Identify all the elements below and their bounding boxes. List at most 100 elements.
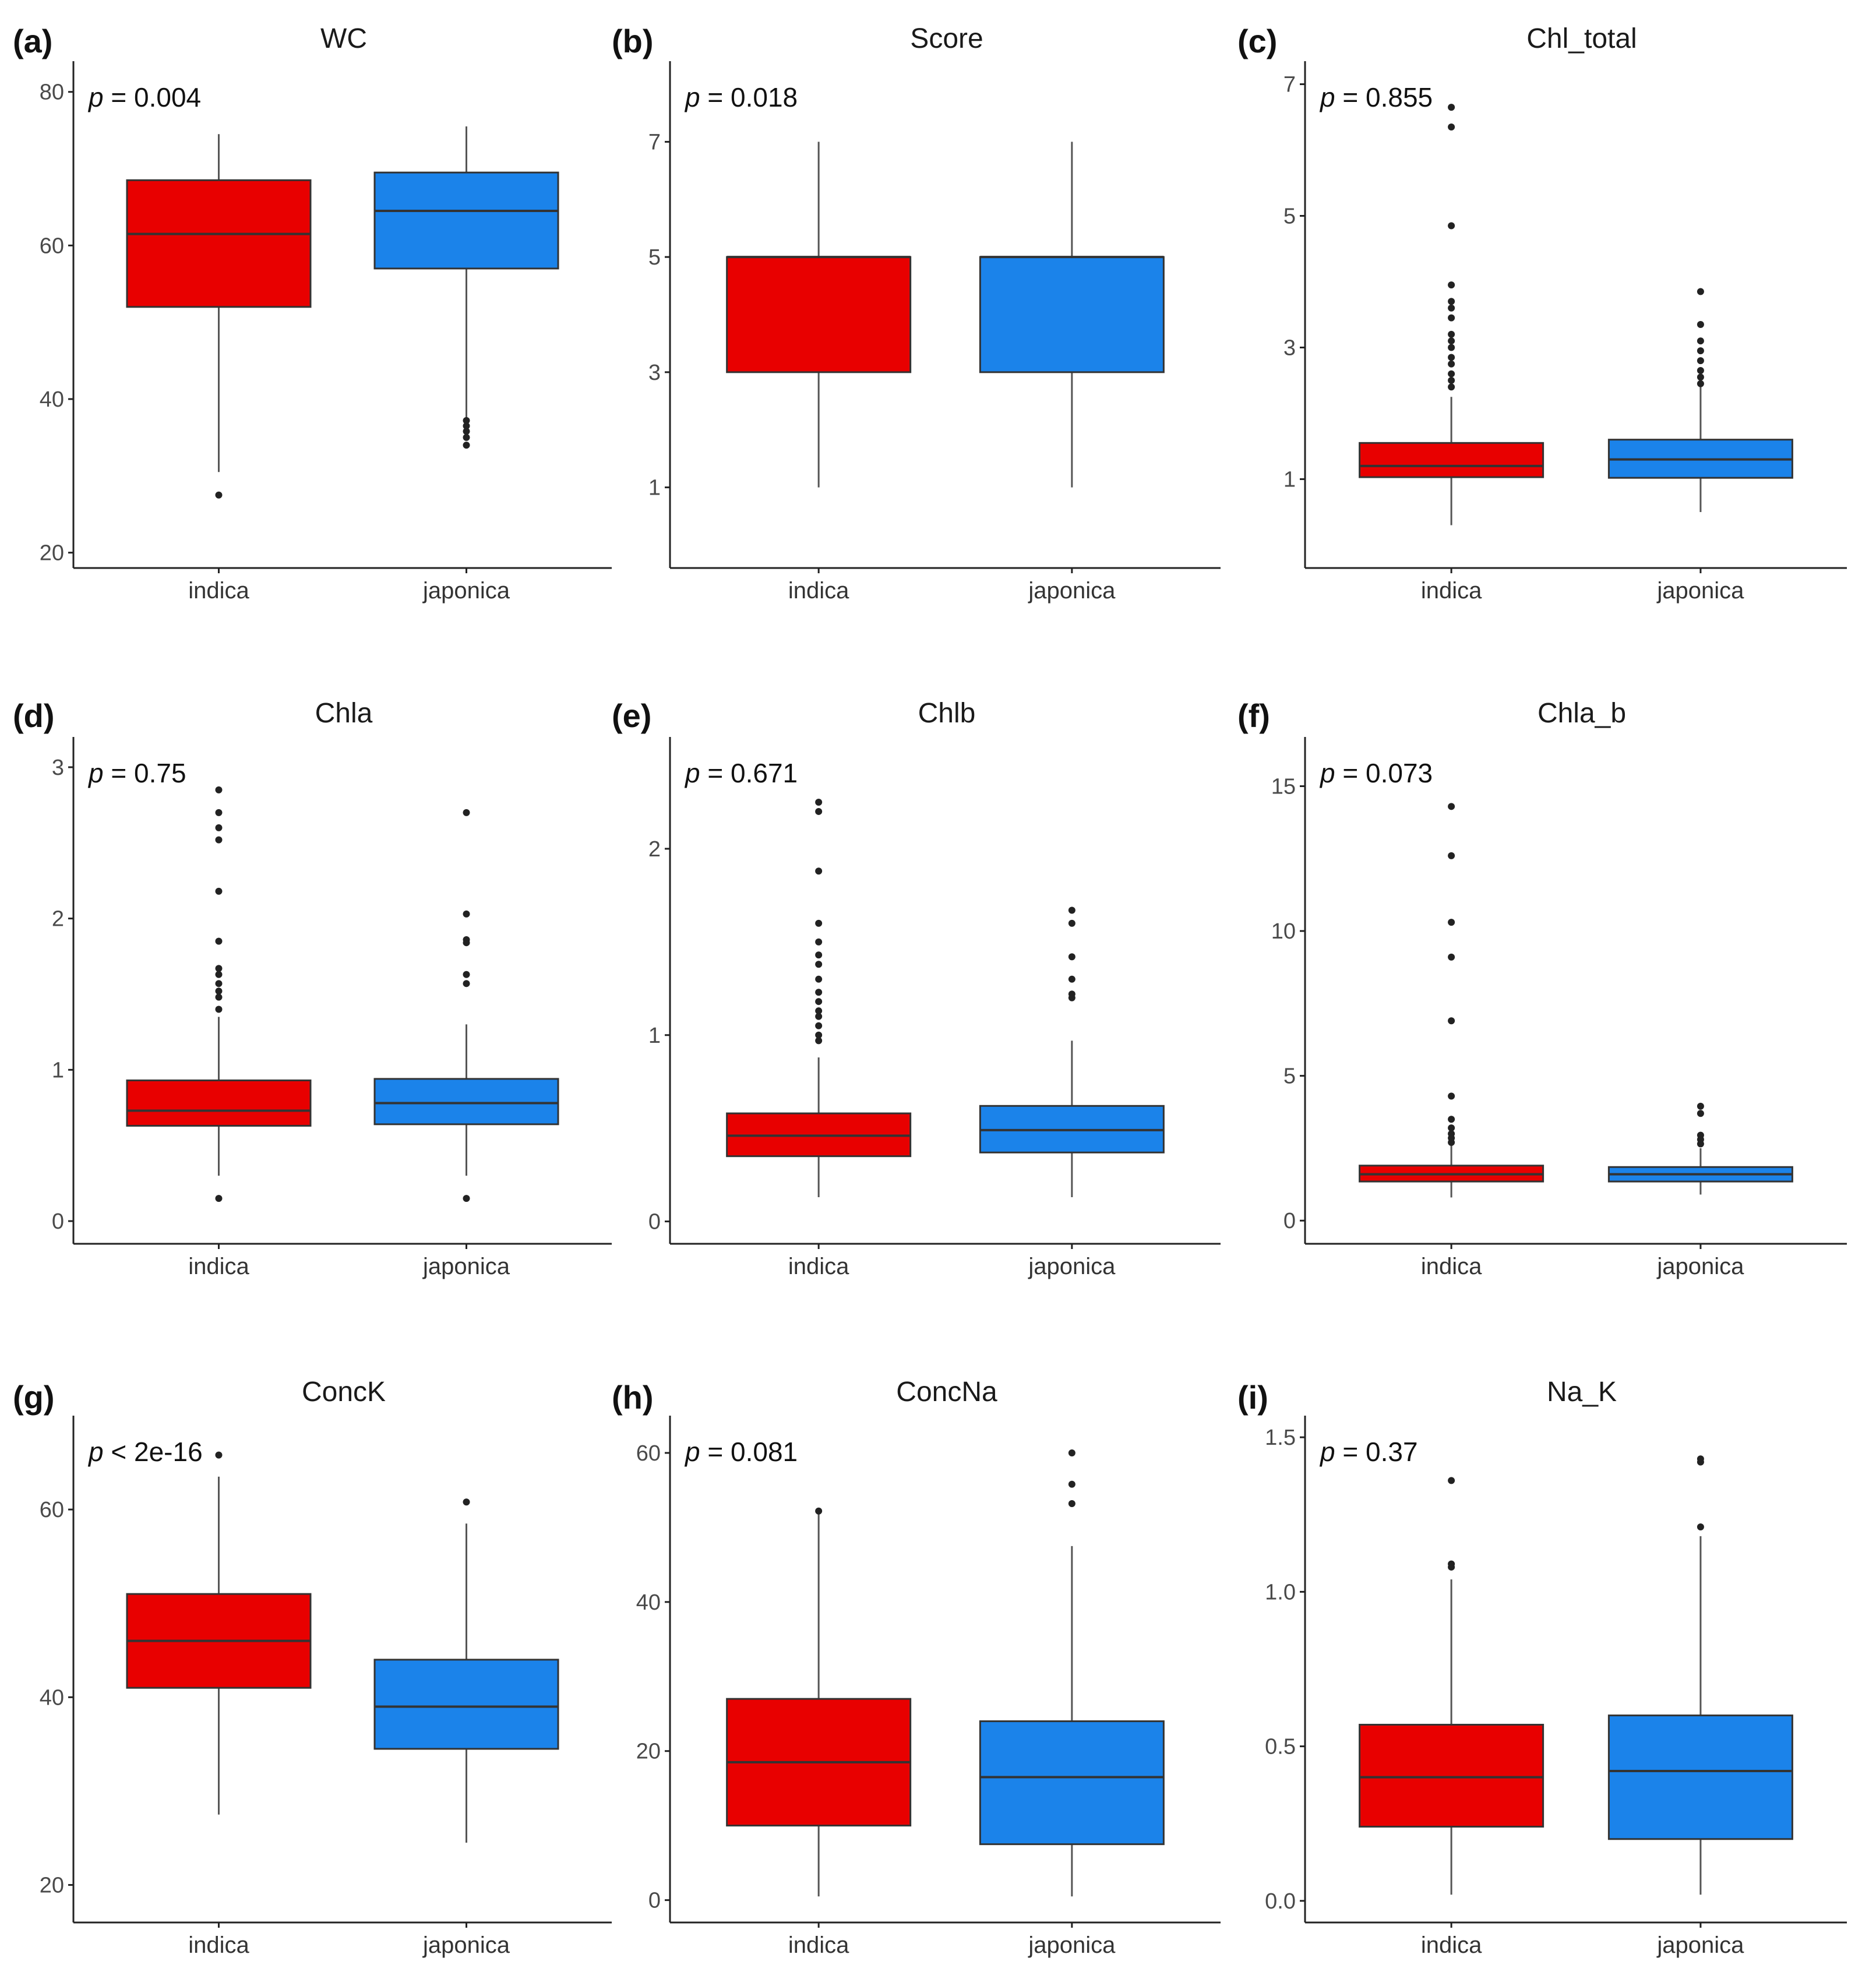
panel-concna: (h) ConcNa p = 0.081 0 20 40 60 indica japonica (612, 1377, 1221, 1958)
y-tick-label: 7 (648, 130, 661, 154)
outlier-point (815, 1507, 823, 1515)
p-value-label: p = 0.018 (684, 82, 798, 112)
p-value-label: p = 0.081 (684, 1437, 798, 1467)
box-japonica (373, 1498, 559, 1843)
outlier-point (1448, 1116, 1455, 1123)
y-tick-label: 5 (648, 245, 661, 270)
outlier-point (1448, 360, 1455, 368)
outlier-point (815, 989, 823, 996)
outlier-point (815, 938, 823, 946)
x-tick-label: indica (788, 578, 849, 604)
y-tick-label: 1 (1283, 467, 1296, 492)
x-tick-label: indica (1421, 1254, 1482, 1279)
outlier-point (463, 428, 470, 435)
box-japonica (373, 809, 559, 1202)
outlier-point (1448, 803, 1455, 810)
panel-letter: (f) (1237, 697, 1270, 734)
x-tick-label: japonica (422, 1254, 510, 1279)
x-tick-label: japonica (422, 1932, 510, 1958)
x-tick-label: indica (1421, 578, 1482, 604)
box-japonica (1607, 1455, 1793, 1895)
x-tick-label: indica (788, 1932, 849, 1958)
box-indica (726, 1507, 912, 1897)
panel-title: Chla (315, 698, 373, 729)
y-tick-label: 5 (1283, 204, 1296, 229)
outlier-point (1448, 304, 1455, 312)
box-japonica (979, 906, 1165, 1198)
y-tick-label: 1 (52, 1058, 64, 1082)
panel-letter: (a) (13, 23, 52, 59)
outlier-point (215, 491, 223, 499)
x-tick-label: indica (188, 578, 249, 604)
y-tick-label: 5 (1283, 1064, 1296, 1089)
outlier-point (1448, 1560, 1455, 1568)
x-tick-label: indica (188, 1254, 249, 1279)
box-japonica (1607, 288, 1793, 512)
outlier-point (1697, 320, 1704, 328)
iqr-box (979, 1720, 1165, 1846)
panel-title: Chlb (918, 698, 976, 729)
panel-chla: (d) Chla p = 0.75 0 1 2 3 indica japonica (13, 697, 612, 1279)
outlier-point (1448, 314, 1455, 322)
iqr-box (1359, 442, 1544, 478)
y-tick-label: 7 (1283, 73, 1296, 97)
outlier-point (1697, 1523, 1704, 1530)
p-value-label: p = 0.75 (87, 758, 186, 788)
y-tick-label: 2 (52, 907, 64, 932)
outlier-point (463, 422, 470, 430)
outlier-point (815, 1037, 823, 1045)
outlier-point (215, 987, 223, 995)
outlier-point (1448, 370, 1455, 378)
y-tick-label: 0 (1283, 1209, 1296, 1233)
y-tick-label: 1.0 (1265, 1580, 1296, 1604)
panel-letter: (i) (1237, 1379, 1268, 1416)
outlier-point (815, 998, 823, 1006)
box-indica (1359, 104, 1544, 525)
outlier-point (215, 965, 223, 972)
outlier-point (815, 807, 823, 815)
outlier-point (1448, 1092, 1455, 1100)
p-value-label: p = 0.671 (684, 758, 798, 788)
outlier-point (1448, 852, 1455, 859)
x-tick-label: indica (788, 1254, 849, 1279)
y-tick-label: 0 (52, 1209, 64, 1234)
iqr-box (126, 179, 312, 308)
outlier-point (1697, 347, 1704, 355)
outlier-point (215, 980, 223, 987)
y-tick-label: 0 (648, 1210, 661, 1234)
iqr-box (373, 171, 559, 270)
outlier-point (215, 786, 223, 793)
panel-letter: (b) (612, 23, 654, 59)
outlier-point (1448, 281, 1455, 289)
panel-chla-b: (f) Chla_bp = 0.073 0 5 10 15 indica japonica (1237, 697, 1847, 1279)
x-tick-label: japonica (1656, 578, 1744, 604)
y-tick-label: 3 (52, 756, 64, 780)
outlier-point (463, 442, 470, 449)
x-tick-label: indica (1421, 1932, 1482, 1958)
outlier-point (1068, 1500, 1075, 1507)
outlier-point (463, 936, 470, 943)
y-tick-label: 1 (648, 1024, 661, 1048)
panel-letter: (d) (13, 697, 55, 734)
box-japonica (979, 1449, 1165, 1897)
panel-title: Na_K (1547, 1377, 1617, 1407)
outlier-point (1448, 337, 1455, 345)
outlier-point (1448, 104, 1455, 111)
iqr-box (979, 256, 1165, 373)
outlier-point (1448, 1124, 1455, 1132)
outlier-point (1448, 222, 1455, 230)
outlier-point (1448, 953, 1455, 961)
outlier-point (1068, 919, 1075, 927)
outlier-point (1697, 337, 1704, 345)
box-indica (1359, 803, 1544, 1198)
outlier-point (1697, 367, 1704, 375)
x-tick-label: japonica (1028, 1254, 1116, 1279)
outlier-point (1697, 1110, 1704, 1117)
panel-wc: (a) WC p = 0.004 20 40 60 80 indica japonica (13, 23, 612, 604)
panel-chlb: (e) Chlb p = 0.671 0 1 2 indica japonica (612, 697, 1221, 1279)
outlier-point (815, 1022, 823, 1029)
panel-na-k: (i) Na_Kp = 0.37 0.0 0.5 1.0 1.5 indica japonic… (1237, 1377, 1847, 1958)
outlier-point (1697, 1131, 1704, 1139)
box-indica (126, 134, 312, 499)
